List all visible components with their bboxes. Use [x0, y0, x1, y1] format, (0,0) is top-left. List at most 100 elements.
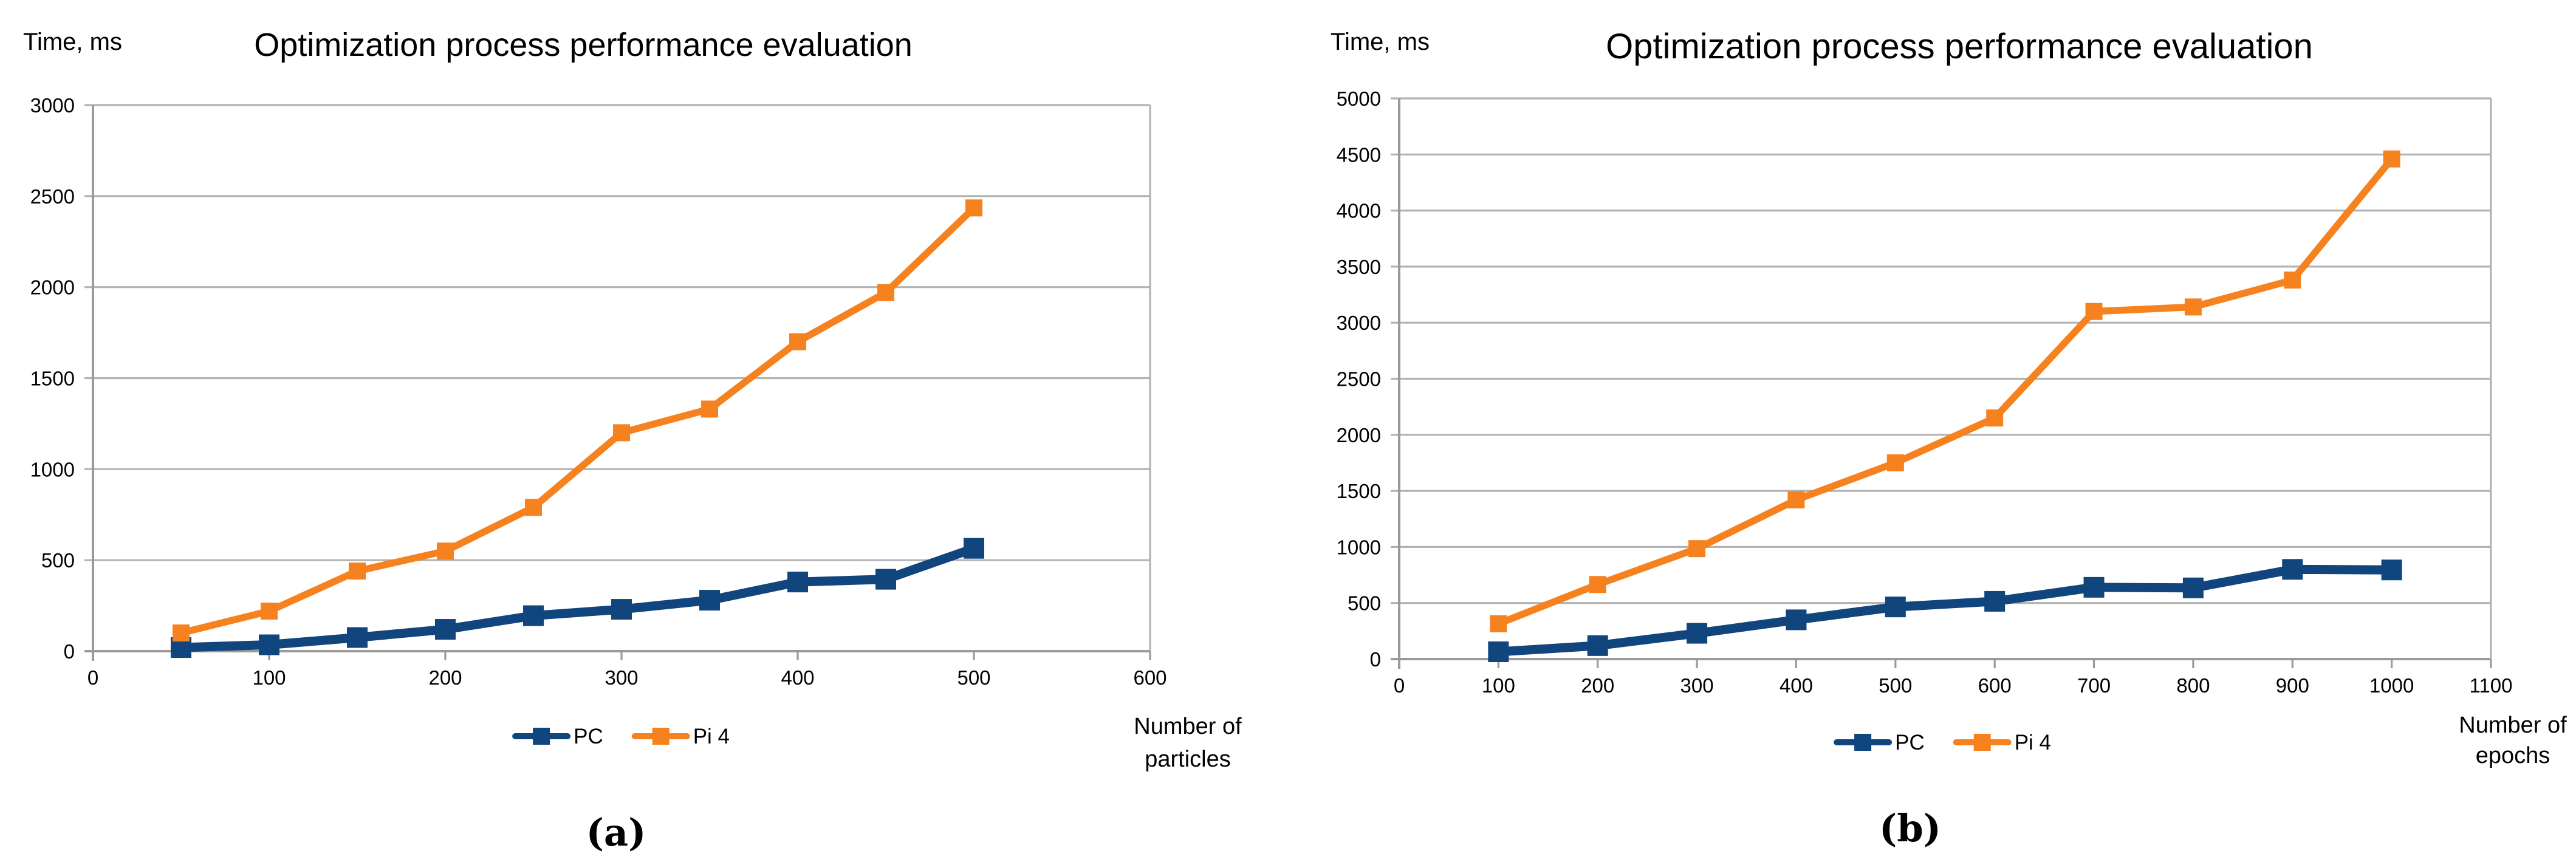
y-tick-label: 1500	[30, 368, 75, 390]
data-point-marker-pc	[964, 538, 984, 559]
series-line-pi-4	[1495, 155, 2396, 627]
data-point-marker-pc	[1687, 623, 1708, 644]
legend-swatch-marker-pc	[533, 728, 550, 745]
data-point-marker-pi-4	[1490, 615, 1507, 632]
data-point-marker-pc	[1587, 635, 1608, 656]
x-axis-title: Number of	[1134, 714, 1242, 739]
data-point-marker-pi-4	[1688, 540, 1706, 558]
y-tick-label: 500	[41, 549, 75, 572]
data-point-marker-pc	[2083, 576, 2105, 598]
y-tick-label: 2500	[1337, 368, 1381, 391]
y-tick-label: 3000	[30, 94, 75, 117]
x-tick-label: 200	[1581, 674, 1614, 697]
y-tick-label: 4500	[1337, 143, 1381, 166]
legend-label-pi-4: Pi 4	[2015, 731, 2051, 754]
y-tick-label: 2500	[30, 185, 75, 208]
y-tick-label: 0	[64, 640, 75, 663]
data-point-marker-pi-4	[2284, 272, 2301, 289]
data-point-marker-pi-4	[701, 400, 718, 418]
data-point-marker-pi-4	[1886, 454, 1904, 471]
y-tick-label: 1000	[30, 458, 75, 480]
data-point-marker-pc	[2182, 577, 2204, 598]
data-point-marker-pc	[611, 599, 632, 620]
data-point-marker-pi-4	[877, 284, 894, 301]
x-axis-title: particles	[1145, 747, 1231, 772]
x-tick-label: 200	[428, 666, 462, 689]
data-point-marker-pc	[259, 634, 279, 655]
data-point-marker-pc	[435, 619, 456, 640]
panel-label: (a)	[586, 810, 646, 855]
data-point-marker-pi-4	[1986, 409, 2004, 427]
x-tick-label: 500	[957, 666, 990, 689]
y-axis-title: Time, ms	[23, 29, 122, 55]
legend-swatch-marker-pi-4	[1973, 734, 1991, 751]
x-tick-label: 600	[1978, 674, 2012, 697]
x-tick-label: 500	[1879, 674, 1912, 697]
x-tick-label: 400	[1780, 674, 1813, 697]
legend-swatch-marker-pc	[1854, 734, 1872, 751]
data-point-marker-pc	[523, 605, 544, 626]
data-point-marker-pc	[787, 572, 808, 593]
x-axis-title: Number of	[2459, 713, 2567, 738]
data-point-marker-pc	[1885, 597, 1906, 618]
data-point-marker-pi-4	[2085, 303, 2103, 320]
data-point-marker-pi-4	[2383, 150, 2400, 168]
x-tick-label: 900	[2276, 674, 2309, 697]
y-axis-title: Time, ms	[1331, 29, 1430, 55]
x-tick-label: 0	[87, 666, 98, 689]
x-tick-label: 1100	[2470, 674, 2513, 697]
data-point-marker-pi-4	[349, 562, 366, 580]
x-tick-label: 700	[2077, 674, 2111, 697]
legend-swatch-marker-pi-4	[652, 728, 670, 745]
data-point-marker-pi-4	[1589, 576, 1606, 593]
x-tick-label: 100	[1482, 674, 1515, 697]
y-tick-label: 500	[1348, 592, 1381, 615]
data-point-marker-pi-4	[525, 499, 542, 516]
y-tick-label: 3000	[1337, 312, 1381, 334]
data-point-marker-pi-4	[965, 199, 982, 217]
x-tick-label: 800	[2176, 674, 2210, 697]
legend-label-pc: PC	[574, 725, 603, 748]
chart-title: Optimization process performance evaluat…	[1606, 27, 2313, 66]
data-point-marker-pc	[347, 627, 368, 648]
series-line-pi-4	[177, 204, 978, 637]
series-line-pc	[176, 544, 979, 652]
panel-label: (b)	[1879, 806, 1941, 850]
y-tick-label: 1500	[1337, 480, 1381, 502]
y-tick-label: 0	[1370, 648, 1381, 671]
x-tick-label: 600	[1133, 666, 1166, 689]
legend-label-pc: PC	[1895, 731, 1925, 754]
x-tick-label: 300	[1680, 674, 1714, 697]
y-tick-label: 4000	[1337, 200, 1381, 222]
data-point-marker-pi-4	[173, 624, 190, 642]
x-tick-label: 1000	[2369, 674, 2414, 697]
data-point-marker-pc	[699, 590, 720, 611]
y-tick-label: 2000	[1337, 424, 1381, 446]
data-point-marker-pc	[1984, 590, 2006, 612]
y-tick-label: 3500	[1337, 256, 1381, 278]
y-tick-label: 5000	[1337, 87, 1381, 110]
data-point-marker-pi-4	[1787, 491, 1805, 508]
x-tick-label: 0	[1394, 674, 1405, 697]
x-tick-label: 100	[252, 666, 286, 689]
data-point-marker-pc	[2381, 559, 2402, 581]
y-tick-label: 2000	[30, 276, 75, 299]
chart-title: Optimization process performance evaluat…	[254, 27, 913, 63]
data-point-marker-pc	[2282, 559, 2303, 580]
data-point-marker-pi-4	[789, 333, 806, 350]
data-point-marker-pi-4	[2184, 298, 2202, 316]
x-axis-title: epochs	[2476, 743, 2550, 768]
data-point-marker-pc	[875, 569, 896, 590]
x-tick-label: 300	[605, 666, 638, 689]
x-tick-label: 400	[781, 666, 814, 689]
data-point-marker-pc	[1786, 609, 1807, 631]
legend-label-pi-4: Pi 4	[693, 725, 730, 748]
data-point-marker-pc	[1488, 641, 1509, 663]
y-tick-label: 1000	[1337, 536, 1381, 558]
data-point-marker-pi-4	[261, 603, 278, 620]
data-point-marker-pi-4	[437, 542, 454, 560]
series-line-pc	[1493, 564, 2397, 657]
data-point-marker-pi-4	[613, 424, 630, 442]
